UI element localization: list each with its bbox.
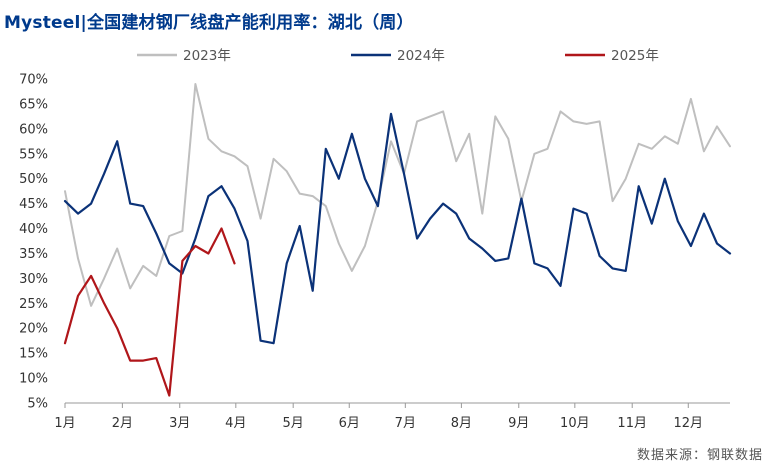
y-tick-label: 15%	[19, 347, 48, 362]
x-tick-label: 5月	[283, 416, 304, 431]
x-axis: 1月 2月 3月 4月 5月 6月 7月 8月 9月 10月 11月 12月	[54, 402, 730, 431]
y-tick-label: 60%	[19, 122, 48, 137]
legend-label: 2025年	[611, 48, 659, 64]
y-axis: 5% 10% 15% 20% 25% 30% 35% 40% 45% 50% 55% 60% 65% 70…	[19, 73, 48, 412]
x-tick-label: 1月	[54, 416, 75, 431]
y-tick-label: 45%	[19, 197, 48, 212]
y-tick-label: 10%	[19, 372, 48, 387]
y-tick-label: 65%	[19, 97, 48, 112]
legend-label: 2023年	[183, 48, 231, 64]
x-tick-label: 11月	[617, 416, 647, 431]
series-line-2023年	[64, 83, 731, 307]
chart-title: Mysteel|全国建材钢厂线盘产能利用率：湖北（周）	[4, 13, 414, 33]
legend: 2023年 2024年 2025年	[137, 48, 659, 64]
y-tick-label: 50%	[19, 172, 48, 187]
x-tick-label: 4月	[225, 416, 246, 431]
x-tick-label: 6月	[339, 416, 360, 431]
source-note: 数据来源：钢联数据	[636, 448, 763, 463]
series-line-2025年	[63, 227, 236, 397]
x-tick-label: 8月	[451, 416, 472, 431]
series-line-2024年	[63, 112, 732, 345]
x-tick-label: 2月	[112, 416, 133, 431]
plot-series	[63, 83, 732, 397]
y-tick-label: 35%	[19, 247, 48, 262]
x-tick-label: 3月	[169, 416, 190, 431]
y-tick-label: 40%	[19, 222, 48, 237]
y-tick-label: 70%	[19, 73, 48, 88]
y-tick-label: 30%	[19, 272, 48, 287]
y-tick-label: 55%	[19, 147, 48, 162]
y-tick-label: 25%	[19, 297, 48, 312]
y-tick-label: 5%	[27, 397, 48, 412]
x-tick-label: 7月	[395, 416, 416, 431]
x-tick-label: 10月	[560, 416, 590, 431]
x-tick-label: 9月	[508, 416, 529, 431]
x-tick-label: 12月	[674, 416, 704, 431]
y-tick-label: 20%	[19, 322, 48, 337]
legend-label: 2024年	[397, 48, 445, 64]
